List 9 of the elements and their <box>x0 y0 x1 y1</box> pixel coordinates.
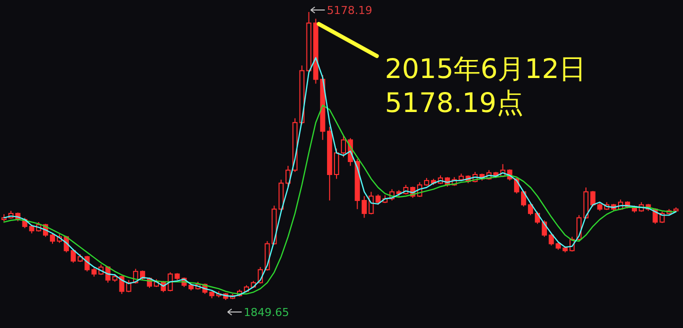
candlestick <box>376 194 381 206</box>
candlestick <box>50 232 56 244</box>
text: 1849.65 <box>244 306 290 319</box>
annotation: 5178.19 <box>326 4 372 17</box>
candlestick <box>334 148 340 180</box>
candlestick <box>340 135 346 158</box>
candlestick <box>528 202 534 216</box>
annotation: 5178.19点 <box>384 88 524 119</box>
annotation: 2015年6月12日 <box>384 54 586 85</box>
